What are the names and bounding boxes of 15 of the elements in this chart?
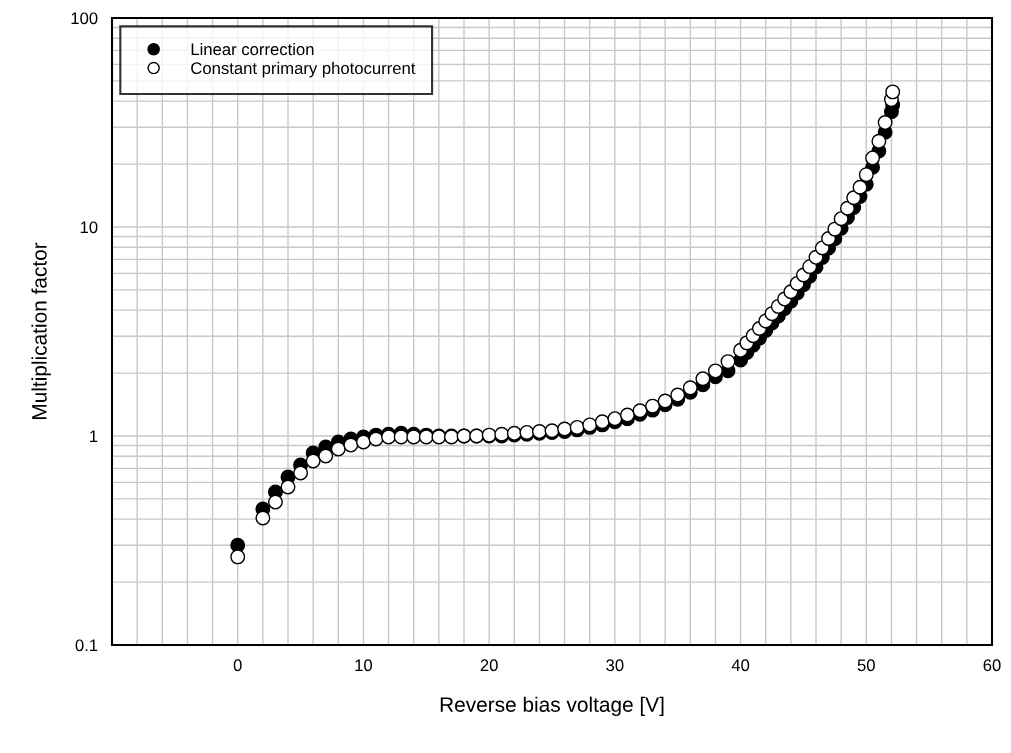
legend-label: Linear correction: [191, 43, 314, 56]
x-tick-label: 10: [355, 659, 373, 672]
x-tick-label: 50: [857, 659, 875, 672]
x-tick-label: 60: [983, 659, 1001, 672]
y-tick-label: 10: [80, 221, 98, 234]
y-tick-label: 100: [71, 12, 98, 25]
y-axis-title: Multiplication factor: [31, 242, 51, 419]
y-tick-label: 1: [90, 430, 98, 443]
x-tick-label: 0: [233, 659, 242, 672]
x-axis-title: Reverse bias voltage [V]: [440, 696, 664, 717]
x-tick-label: 40: [731, 659, 750, 672]
legend-label: Constant primary photocurrent: [191, 61, 416, 78]
x-tick-label: 20: [480, 659, 498, 672]
y-tick-label: 0.1: [75, 639, 98, 652]
x-tick-label: 30: [606, 659, 624, 672]
